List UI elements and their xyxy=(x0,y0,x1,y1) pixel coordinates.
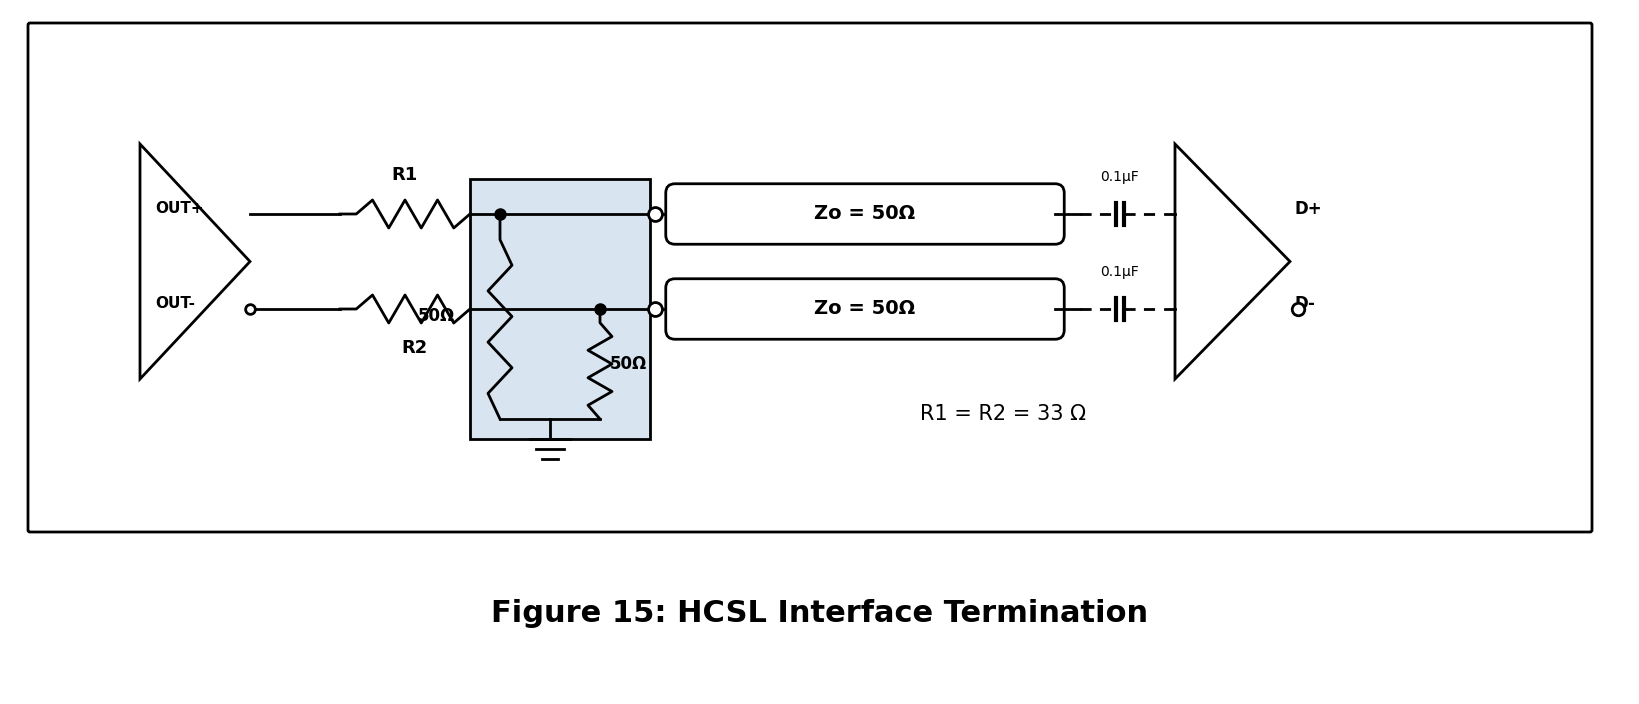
Text: R1 = R2 = 33 Ω: R1 = R2 = 33 Ω xyxy=(919,404,1085,424)
Text: D+: D+ xyxy=(1295,200,1321,218)
Text: Zo = 50Ω: Zo = 50Ω xyxy=(815,299,915,318)
Text: Figure 15: HCSL Interface Termination: Figure 15: HCSL Interface Termination xyxy=(492,600,1147,629)
Text: R1: R1 xyxy=(392,166,418,184)
Text: 50Ω: 50Ω xyxy=(610,355,647,373)
Text: OUT+: OUT+ xyxy=(156,201,203,217)
Text: 0.1μF: 0.1μF xyxy=(1100,170,1139,184)
Text: D-: D- xyxy=(1295,295,1314,313)
FancyBboxPatch shape xyxy=(28,23,1591,532)
FancyBboxPatch shape xyxy=(665,279,1064,339)
Text: 50Ω: 50Ω xyxy=(418,308,454,325)
Text: OUT-: OUT- xyxy=(156,296,195,311)
Text: R2: R2 xyxy=(402,339,428,357)
Text: 0.1μF: 0.1μF xyxy=(1100,265,1139,279)
Bar xyxy=(470,179,649,439)
Text: Zo = 50Ω: Zo = 50Ω xyxy=(815,204,915,223)
FancyBboxPatch shape xyxy=(665,184,1064,244)
